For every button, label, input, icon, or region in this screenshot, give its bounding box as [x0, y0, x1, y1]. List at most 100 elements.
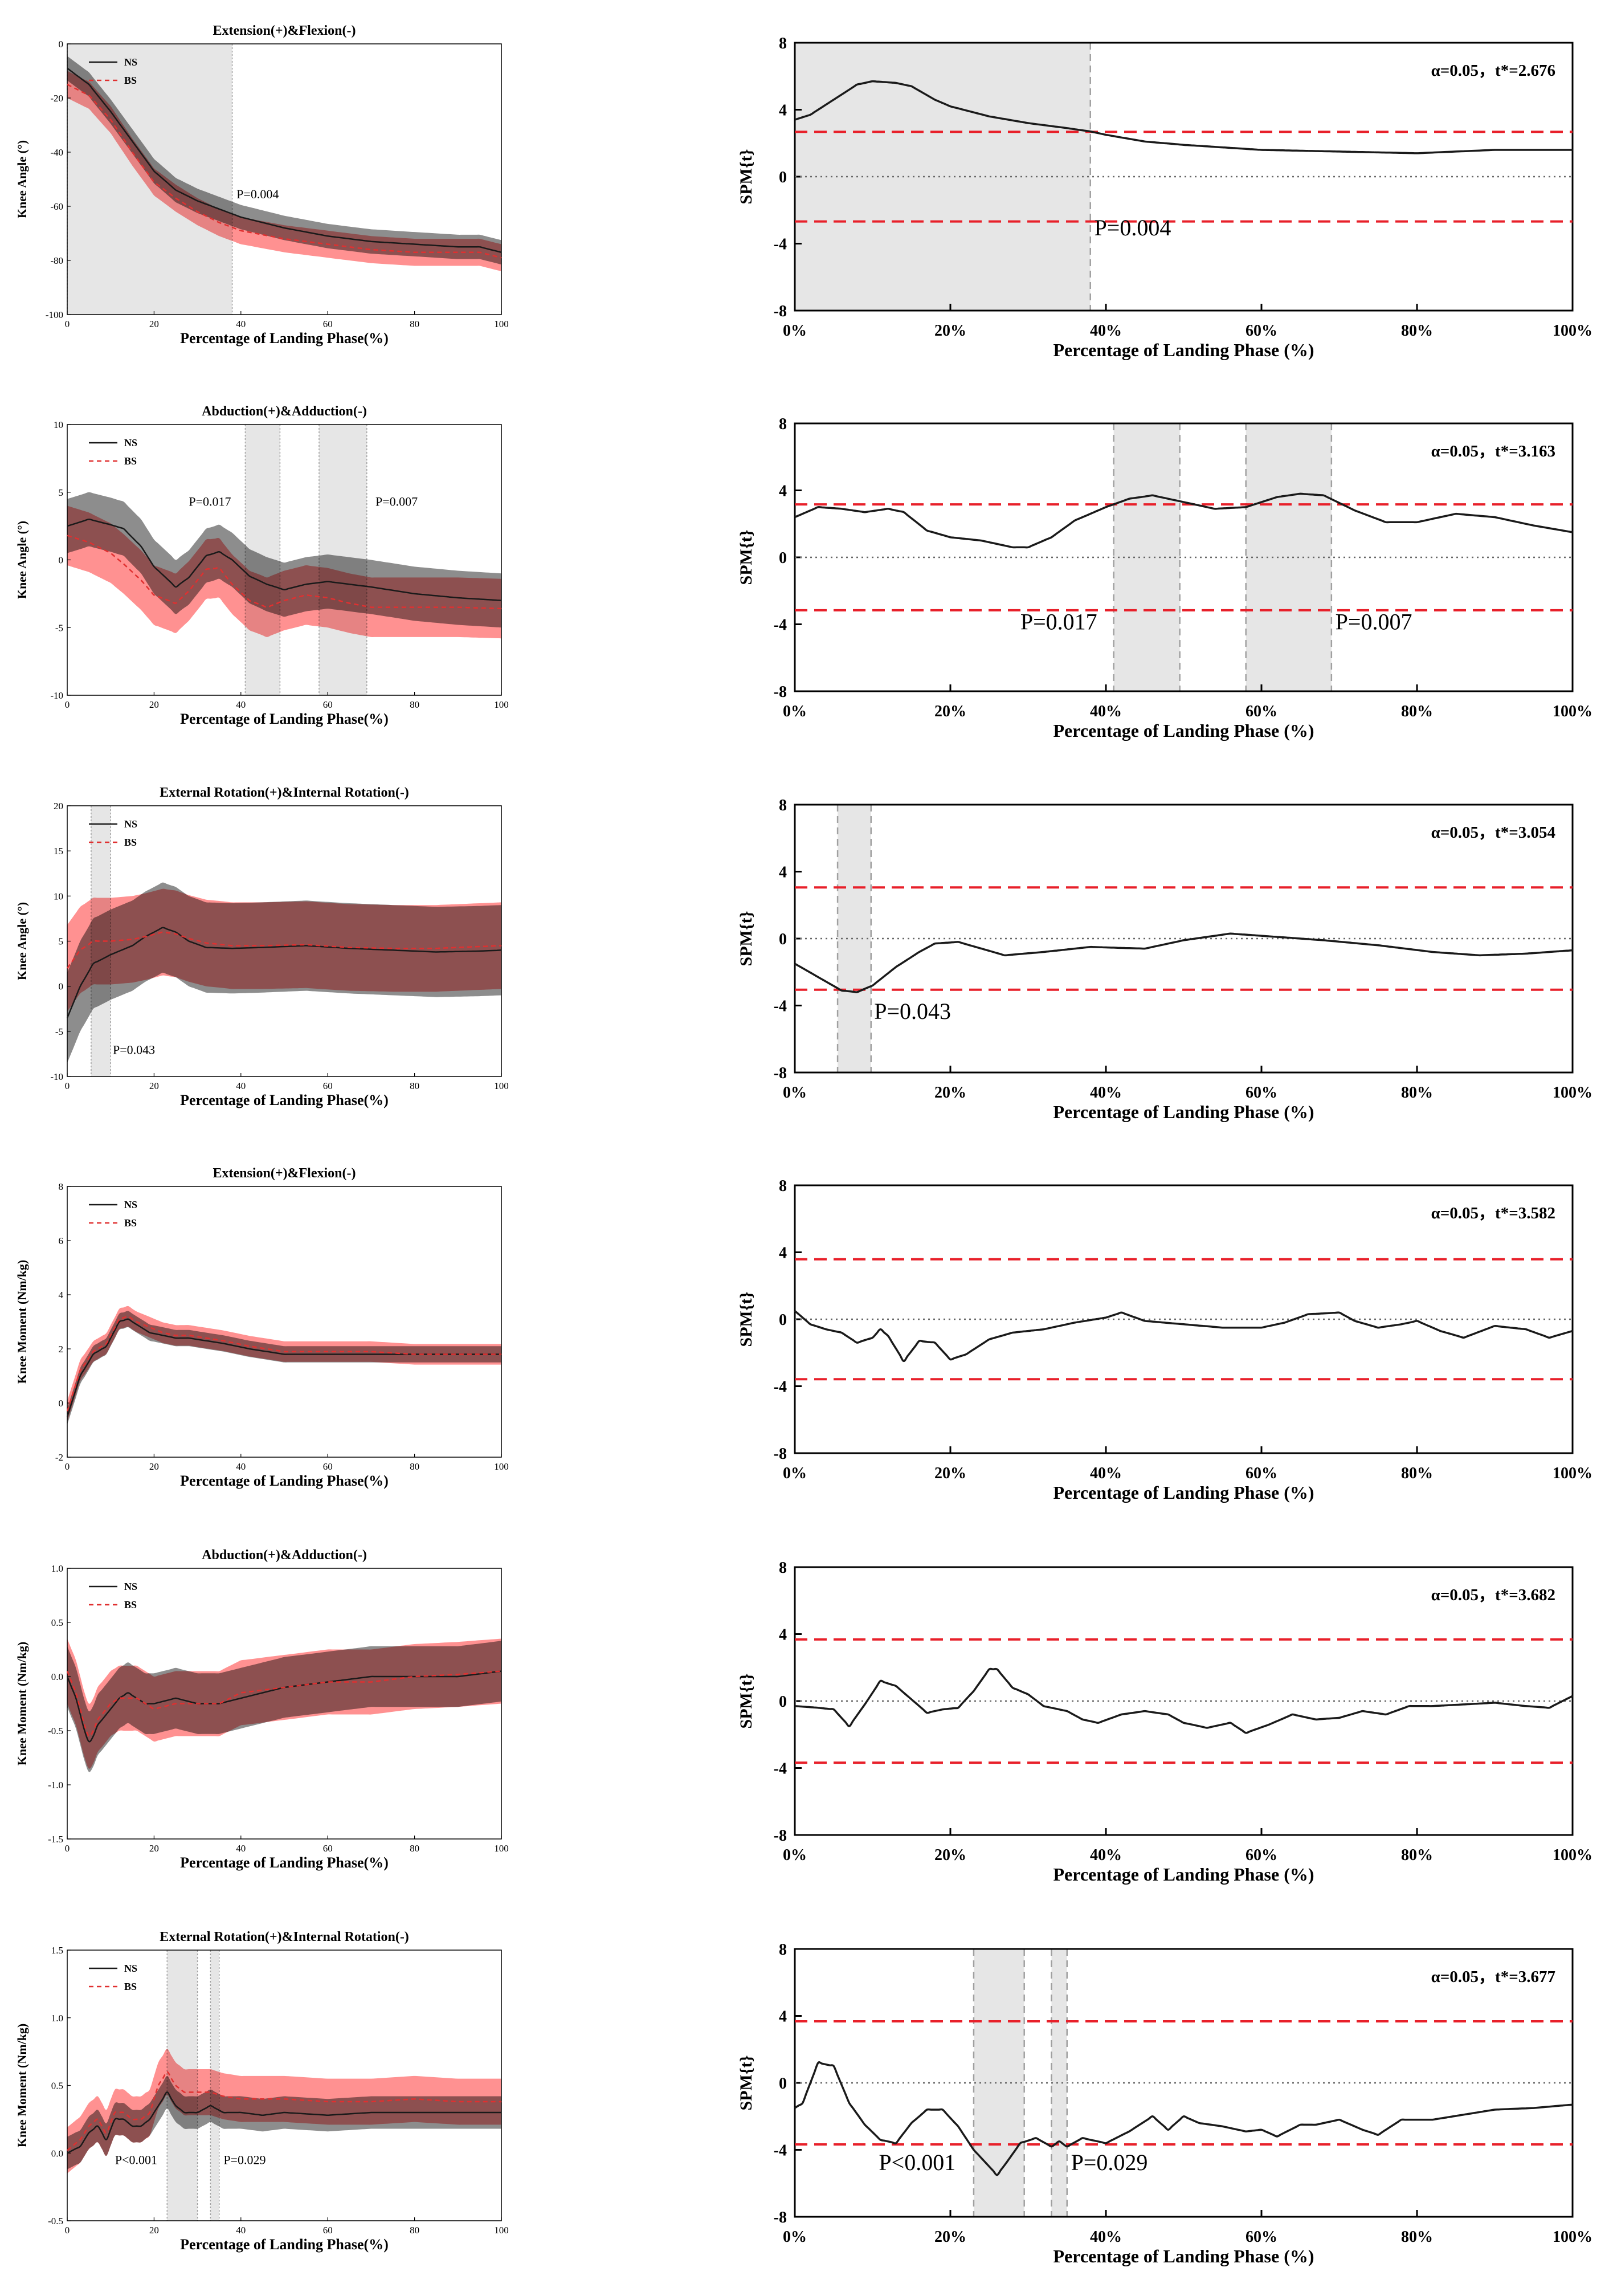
y-tick-label: -5	[55, 622, 63, 633]
y-axis-label: Knee Angle (°)	[15, 902, 29, 980]
p-value-annotation: P=0.017	[1020, 609, 1097, 634]
legend-ns-label: NS	[124, 437, 137, 448]
x-tick-label: 60%	[1246, 1084, 1277, 1102]
x-tick-label: 40%	[1090, 703, 1122, 720]
alpha-threshold-text: α=0.05，t*=3.677	[1431, 1968, 1555, 1986]
x-tick-label: 100%	[1553, 1846, 1592, 1864]
significance-region	[838, 805, 871, 1072]
chart-title: External Rotation(+)&Internal Rotation(-…	[160, 785, 409, 800]
y-tick-label: 0	[779, 169, 787, 186]
p-value-annotation: P=0.007	[375, 495, 418, 509]
p-value-annotation: P=0.004	[1095, 215, 1171, 240]
x-axis-label: Percentage of Landing Phase (%)	[1053, 2246, 1314, 2266]
x-tick-label: 40	[236, 1843, 246, 1854]
chart-title: Abduction(+)&Adduction(-)	[202, 1548, 367, 1563]
chart-title: Extension(+)&Flexion(-)	[213, 1166, 356, 1181]
y-tick-label: -40	[50, 147, 63, 158]
alpha-threshold-text: α=0.05，t*=3.582	[1431, 1204, 1555, 1222]
x-tick-label: 80%	[1401, 322, 1433, 340]
significance-region	[1051, 1949, 1067, 2217]
left-panel-1: -100 -80 -60 -40 -20 0 0 20 40 60 80 100 Percentage …	[15, 23, 509, 346]
axes-frame	[794, 804, 1574, 1074]
y-tick-label: 2	[59, 1344, 64, 1355]
bs-mean-line	[66, 1315, 501, 1412]
x-tick-label: 0%	[783, 322, 807, 340]
bs-sd-band	[67, 888, 501, 1012]
y-tick-label: -80	[50, 255, 63, 266]
legend-ns-label: NS	[124, 1963, 137, 1974]
p-value-annotation: P<0.001	[115, 2152, 157, 2167]
y-tick-label: 8	[779, 35, 787, 52]
ns-mean-line	[67, 67, 502, 253]
y-axis-label: SPM{t}	[737, 1292, 756, 1347]
y-tick-label: -8	[774, 2209, 787, 2226]
x-tick-label: 20%	[934, 1084, 966, 1102]
x-tick-label: 0	[65, 319, 70, 329]
alpha-threshold-text: α=0.05，t*=3.682	[1431, 1586, 1555, 1604]
x-tick-label: 20%	[934, 2228, 966, 2246]
x-tick-label: 60	[323, 699, 333, 710]
legend-ns-label: NS	[124, 56, 137, 68]
x-tick-label: 60%	[1246, 322, 1277, 340]
y-axis-label: SPM{t}	[737, 149, 756, 205]
y-tick-label: -8	[774, 683, 787, 701]
y-tick-label: 8	[59, 1181, 64, 1192]
x-axis-label: Percentage of Landing Phase(%)	[180, 1092, 389, 1108]
x-tick-label: 80	[410, 1461, 419, 1472]
p-value-annotation: P=0.029	[223, 2152, 266, 2167]
y-tick-label: 5	[59, 936, 64, 947]
y-tick-label: 4	[779, 1626, 787, 1644]
x-axis-label: Percentage of Landing Phase (%)	[1053, 1482, 1314, 1503]
x-tick-label: 20	[149, 1843, 159, 1854]
x-tick-label: 40%	[1090, 322, 1122, 340]
x-tick-label: 40%	[1090, 1084, 1122, 1102]
x-tick-label: 20%	[934, 322, 966, 340]
y-tick-label: -8	[774, 1065, 787, 1082]
ns-mean-line	[67, 519, 502, 602]
x-tick-label: 40	[236, 2225, 246, 2236]
left-panel-3: -10 -5 0 5 10 15 20 0 20 40 60 80 100 Percentage of L…	[15, 785, 509, 1108]
x-tick-label: 80	[410, 1843, 419, 1854]
bs-sd-band	[67, 1638, 501, 1769]
y-tick-label: -10	[50, 1071, 63, 1082]
y-tick-label: -2	[55, 1452, 63, 1463]
bs-mean-line	[67, 2071, 501, 2151]
x-tick-label: 60	[323, 1080, 333, 1091]
y-tick-label: -8	[774, 1445, 787, 1463]
ns-mean-line	[66, 927, 502, 1018]
x-tick-label: 40%	[1090, 1465, 1122, 1482]
x-axis-label: Percentage of Landing Phase (%)	[1053, 1102, 1314, 1122]
bs-mean-line	[67, 535, 502, 610]
legend-bs-label: BS	[124, 1599, 137, 1610]
x-tick-label: 100%	[1553, 1465, 1592, 1482]
bs-mean-line	[66, 931, 502, 969]
y-tick-label: 4	[779, 483, 787, 500]
x-tick-label: 60	[323, 1843, 333, 1854]
axes-frame	[794, 422, 1574, 692]
y-axis-label: Knee Moment (Nm/kg)	[15, 2024, 29, 2148]
y-tick-label: 0	[59, 39, 64, 50]
y-tick-label: 0	[779, 1311, 787, 1329]
x-tick-label: 20	[149, 699, 159, 710]
x-axis-label: Percentage of Landing Phase (%)	[1053, 1864, 1314, 1885]
x-axis-label: Percentage of Landing Phase(%)	[180, 330, 389, 346]
ns-mean-line	[66, 1318, 501, 1417]
x-tick-label: 60%	[1246, 703, 1277, 720]
y-tick-label: -4	[774, 617, 787, 634]
left-panel-5: -1.5 -1.0 -0.5 0.0 0.5 1.0 0 20 40 60 80 100 Percent…	[15, 1548, 509, 1871]
y-tick-label: -8	[774, 303, 787, 320]
spm-curve	[794, 80, 1573, 154]
y-axis-label: SPM{t}	[737, 911, 756, 966]
legend-ns-label: NS	[124, 818, 137, 830]
y-axis-label: SPM{t}	[737, 1674, 756, 1729]
x-tick-label: 0%	[783, 1084, 807, 1102]
axes-frame	[794, 1184, 1574, 1454]
x-tick-label: 80	[410, 1080, 419, 1091]
x-tick-label: 60	[323, 319, 333, 329]
x-tick-label: 0	[65, 1843, 70, 1854]
significance-region	[795, 43, 1091, 311]
x-tick-label: 20	[149, 1080, 159, 1091]
